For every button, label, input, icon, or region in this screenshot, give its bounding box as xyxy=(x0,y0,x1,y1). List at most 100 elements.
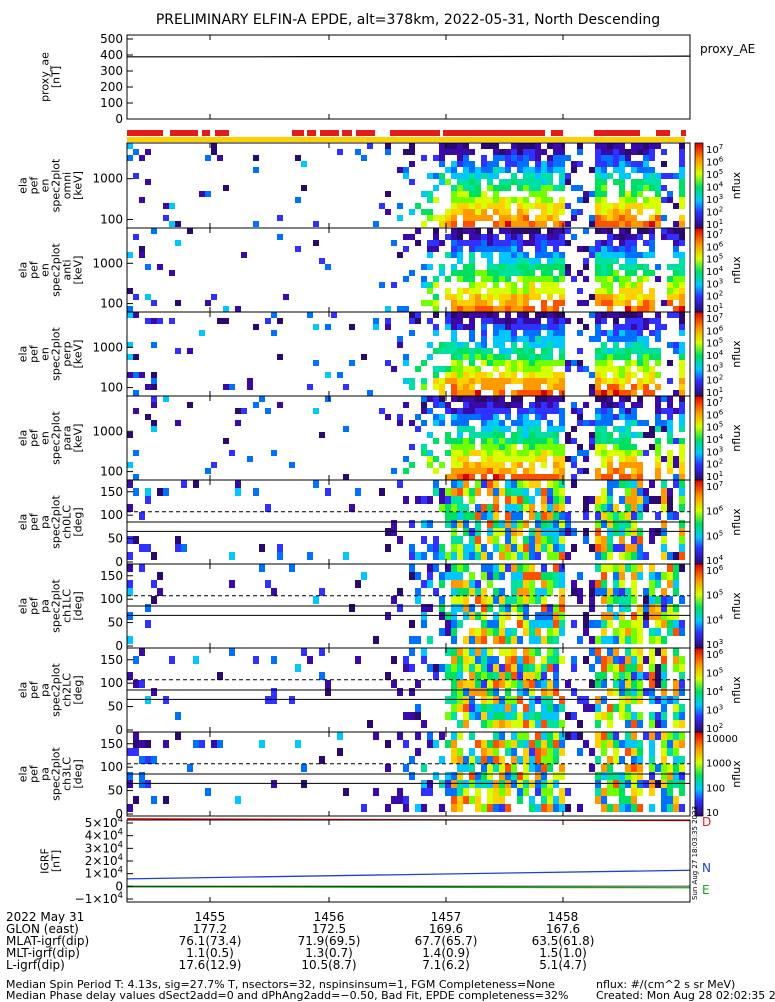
igrf-N-legend: N xyxy=(702,861,711,875)
spectrogram-cells xyxy=(127,396,685,480)
colorbar-label: nflux xyxy=(730,171,743,199)
colorbar xyxy=(694,647,704,733)
colorbar xyxy=(694,563,704,649)
orbit-row-value: 1455 xyxy=(195,910,226,924)
colorbar-tick-label: 103 xyxy=(706,361,723,374)
colorbar-tick-label: 105 xyxy=(706,168,723,181)
colorbar-tick-label: 104 xyxy=(706,349,724,362)
colorbar-tick-label: 104 xyxy=(706,554,724,567)
panel-en_perp: 1000100elapefenspec2plotperp[keV]1071061… xyxy=(17,311,743,399)
footer-spin-info: Median Spin Period T: 4.13s, sig=27.7% T… xyxy=(6,978,555,991)
spectrogram-cells xyxy=(127,564,685,644)
panel-pa_ch1: 150 100 50 0 elapefpaspec2plotch1LC[deg] 106 1… xyxy=(17,563,743,653)
orbit-row-value: 1458 xyxy=(548,910,579,924)
y-axis-label: IGRF[nT] xyxy=(39,848,63,874)
panel-pa_ch3: 150 100 50 0 elapefpaspec2plotch3LC[deg] 1000… xyxy=(17,731,743,821)
quality-flag-segment xyxy=(307,130,316,136)
igrf-N-line xyxy=(126,869,691,880)
quality-flag-segment xyxy=(656,130,670,136)
y-axis-label: proxy_ae[nT] xyxy=(39,52,63,102)
orbit-row-value: 63.5(61.8) xyxy=(532,934,595,948)
y-tick-label: 150 xyxy=(100,737,123,751)
y-tick-label: −1×104 xyxy=(75,890,123,906)
colorbar-tick-label: 105 xyxy=(706,667,723,680)
colorbar-label: nflux xyxy=(730,340,743,368)
orbit-row-label: L-igrf(dip) xyxy=(6,958,65,972)
colorbar-tick-label: 103 xyxy=(706,704,723,717)
colorbar-tick-label: 101 xyxy=(706,218,723,231)
colorbar-tick-label: 104 xyxy=(706,613,724,626)
coverage-bar xyxy=(127,137,685,142)
quality-flag-segment xyxy=(551,130,563,136)
y-tick-label: 100 xyxy=(100,676,123,690)
y-tick-label: 150 xyxy=(100,485,123,499)
colorbar-tick-label: 10 xyxy=(706,808,719,819)
y-tick-label: 150 xyxy=(100,653,123,667)
orbit-row-label: GLON (east) xyxy=(6,922,79,936)
colorbar-tick-label: 106 xyxy=(706,324,724,337)
igrf-E-line xyxy=(126,886,691,889)
y-tick-label: 4×104 xyxy=(85,827,123,843)
y-tick-label: 0 xyxy=(115,555,123,569)
proxy-ae-legend: proxy_AE xyxy=(700,42,755,56)
y-tick-label: 400 xyxy=(100,48,123,62)
y-tick-label: 5×104 xyxy=(85,814,123,830)
colorbar-label: nflux xyxy=(730,424,743,452)
proxy-ae-line xyxy=(127,55,691,58)
y-tick-label: 100 xyxy=(100,760,123,774)
colorbar-tick-label: 106 xyxy=(706,505,724,518)
y-tick-label: 150 xyxy=(100,569,123,583)
orbit-row-label: MLAT-igrf(dip) xyxy=(6,934,89,948)
panel-frame xyxy=(126,34,691,120)
quality-flag-segment xyxy=(342,130,352,136)
y-tick-label: 0 xyxy=(115,639,123,653)
y-axis-label: elapefenspec2plotanti[keV] xyxy=(17,243,85,297)
colorbar-tick-label: 104 xyxy=(706,265,724,278)
colorbar-tick-label: 106 xyxy=(706,240,724,253)
y-tick-label: 0 xyxy=(115,879,123,893)
spectrogram-cells xyxy=(127,312,685,396)
orbit-row-value: 7.1(6.2) xyxy=(422,958,470,972)
igrf-E-legend: E xyxy=(702,883,710,897)
quality-flag-segment xyxy=(320,130,339,136)
orbit-row-value: 71.9(69.5) xyxy=(298,934,361,948)
quality-flag-segment xyxy=(292,130,304,136)
panel-frame xyxy=(126,731,691,817)
y-tick-label: 100 xyxy=(100,508,123,522)
panel-pa_ch0: 150 100 50 0 elapefpaspec2plotch0LC[deg] 107 1… xyxy=(17,479,743,569)
orbit-row-value: 1.4(0.9) xyxy=(422,946,470,960)
orbit-row-value: 167.6 xyxy=(546,922,580,936)
orbit-row-label: MLT-igrf(dip) xyxy=(6,946,80,960)
spectrogram-cells xyxy=(127,480,685,560)
footer-created: Created: Mon Aug 28 02:02:35 2023 xyxy=(596,989,775,1002)
y-axis-label: elapefpaspec2plotch2LC[deg] xyxy=(17,663,85,717)
panel-en_anti: 1000100elapefenspec2plotanti[keV]1071061… xyxy=(17,227,743,315)
colorbar-tick-label: 102 xyxy=(706,722,723,735)
orbit-info-table: 2022 May 31 1455 1456 1457 1458 GLON (east) 17… xyxy=(6,910,594,972)
y-tick-label: 2×104 xyxy=(85,852,123,868)
colorbar-tick-label: 103 xyxy=(706,638,723,651)
y-tick-label: 1000 xyxy=(92,256,123,270)
y-tick-label: 1000 xyxy=(92,340,123,354)
colorbar xyxy=(694,142,704,229)
y-tick-label: 0 xyxy=(115,807,123,821)
y-tick-label: 100 xyxy=(100,465,123,479)
quality-flag-segment xyxy=(594,130,640,136)
orbit-row-label: 2022 May 31 xyxy=(6,910,84,924)
y-tick-label: 50 xyxy=(108,784,123,798)
y-axis-label: elapefpaspec2plotch0LC[deg] xyxy=(17,495,85,549)
colorbar-label: nflux xyxy=(730,592,743,620)
colorbar-tick-label: 103 xyxy=(706,193,723,206)
quality-flag-segment xyxy=(215,130,229,136)
y-tick-label: 50 xyxy=(108,616,123,630)
orbit-row-value: 177.2 xyxy=(193,922,227,936)
y-tick-label: 0 xyxy=(115,112,123,126)
y-tick-label: 100 xyxy=(100,381,123,395)
orbit-row-value: 5.1(4.7) xyxy=(539,958,587,972)
colorbar-label: nflux xyxy=(730,508,743,536)
colorbar-tick-label: 101 xyxy=(706,470,723,483)
colorbar xyxy=(694,479,704,565)
y-tick-label: 200 xyxy=(100,80,123,94)
orbit-row-value: 1456 xyxy=(314,910,345,924)
